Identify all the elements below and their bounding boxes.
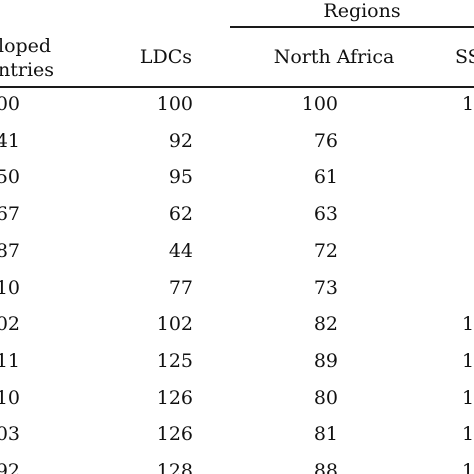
cell-ssa: 1	[462, 460, 474, 474]
cell-developed: 00	[0, 93, 20, 115]
regions-header-rule	[230, 26, 474, 28]
column-header-developed-line2: ntries	[0, 59, 55, 81]
cell-north-africa: 89	[313, 350, 338, 372]
cell-ssa: 1	[462, 93, 474, 115]
cell-developed: 10	[0, 387, 20, 409]
cell-north-africa: 73	[313, 277, 338, 299]
cell-ldcs: 125	[156, 350, 193, 372]
cell-north-africa: 80	[313, 387, 338, 409]
cell-ldcs: 102	[156, 313, 193, 335]
cell-north-africa: 63	[313, 203, 338, 225]
cell-ldcs: 95	[168, 166, 193, 188]
cell-ldcs: 100	[156, 93, 193, 115]
cell-ldcs: 77	[168, 277, 193, 299]
cell-ldcs: 126	[156, 423, 193, 445]
cell-north-africa: 82	[313, 313, 338, 335]
header-bottom-rule	[0, 86, 474, 88]
cell-north-africa: 100	[301, 93, 338, 115]
cell-ssa: 1	[462, 387, 474, 409]
cell-ssa: 1	[462, 313, 474, 335]
cell-developed: 03	[0, 423, 20, 445]
column-header-ldcs: LDCs	[139, 46, 192, 68]
cell-ssa: 1	[462, 350, 474, 372]
cell-ldcs: 44	[168, 240, 193, 262]
cell-north-africa: 76	[313, 130, 338, 152]
cell-developed: 50	[0, 166, 20, 188]
cell-developed: 67	[0, 203, 20, 225]
cell-developed: 10	[0, 277, 20, 299]
cell-developed: 02	[0, 313, 20, 335]
cell-developed: 11	[0, 350, 20, 372]
cell-ldcs: 126	[156, 387, 193, 409]
cell-developed: 41	[0, 130, 20, 152]
cell-developed: 92	[0, 460, 20, 474]
cell-north-africa: 72	[313, 240, 338, 262]
cell-ssa: 1	[462, 423, 474, 445]
cell-north-africa: 81	[313, 423, 338, 445]
cell-ldcs: 128	[156, 460, 193, 474]
cell-north-africa: 61	[313, 166, 338, 188]
column-header-developed-line1: loped	[0, 35, 52, 57]
cell-developed: 87	[0, 240, 20, 262]
column-header-ssa: SS	[455, 46, 474, 68]
column-header-north-africa: North Africa	[273, 46, 395, 68]
cell-ldcs: 92	[168, 130, 193, 152]
regions-group-header: Regions	[323, 0, 401, 22]
cell-north-africa: 88	[313, 460, 338, 474]
cell-ldcs: 62	[168, 203, 193, 225]
